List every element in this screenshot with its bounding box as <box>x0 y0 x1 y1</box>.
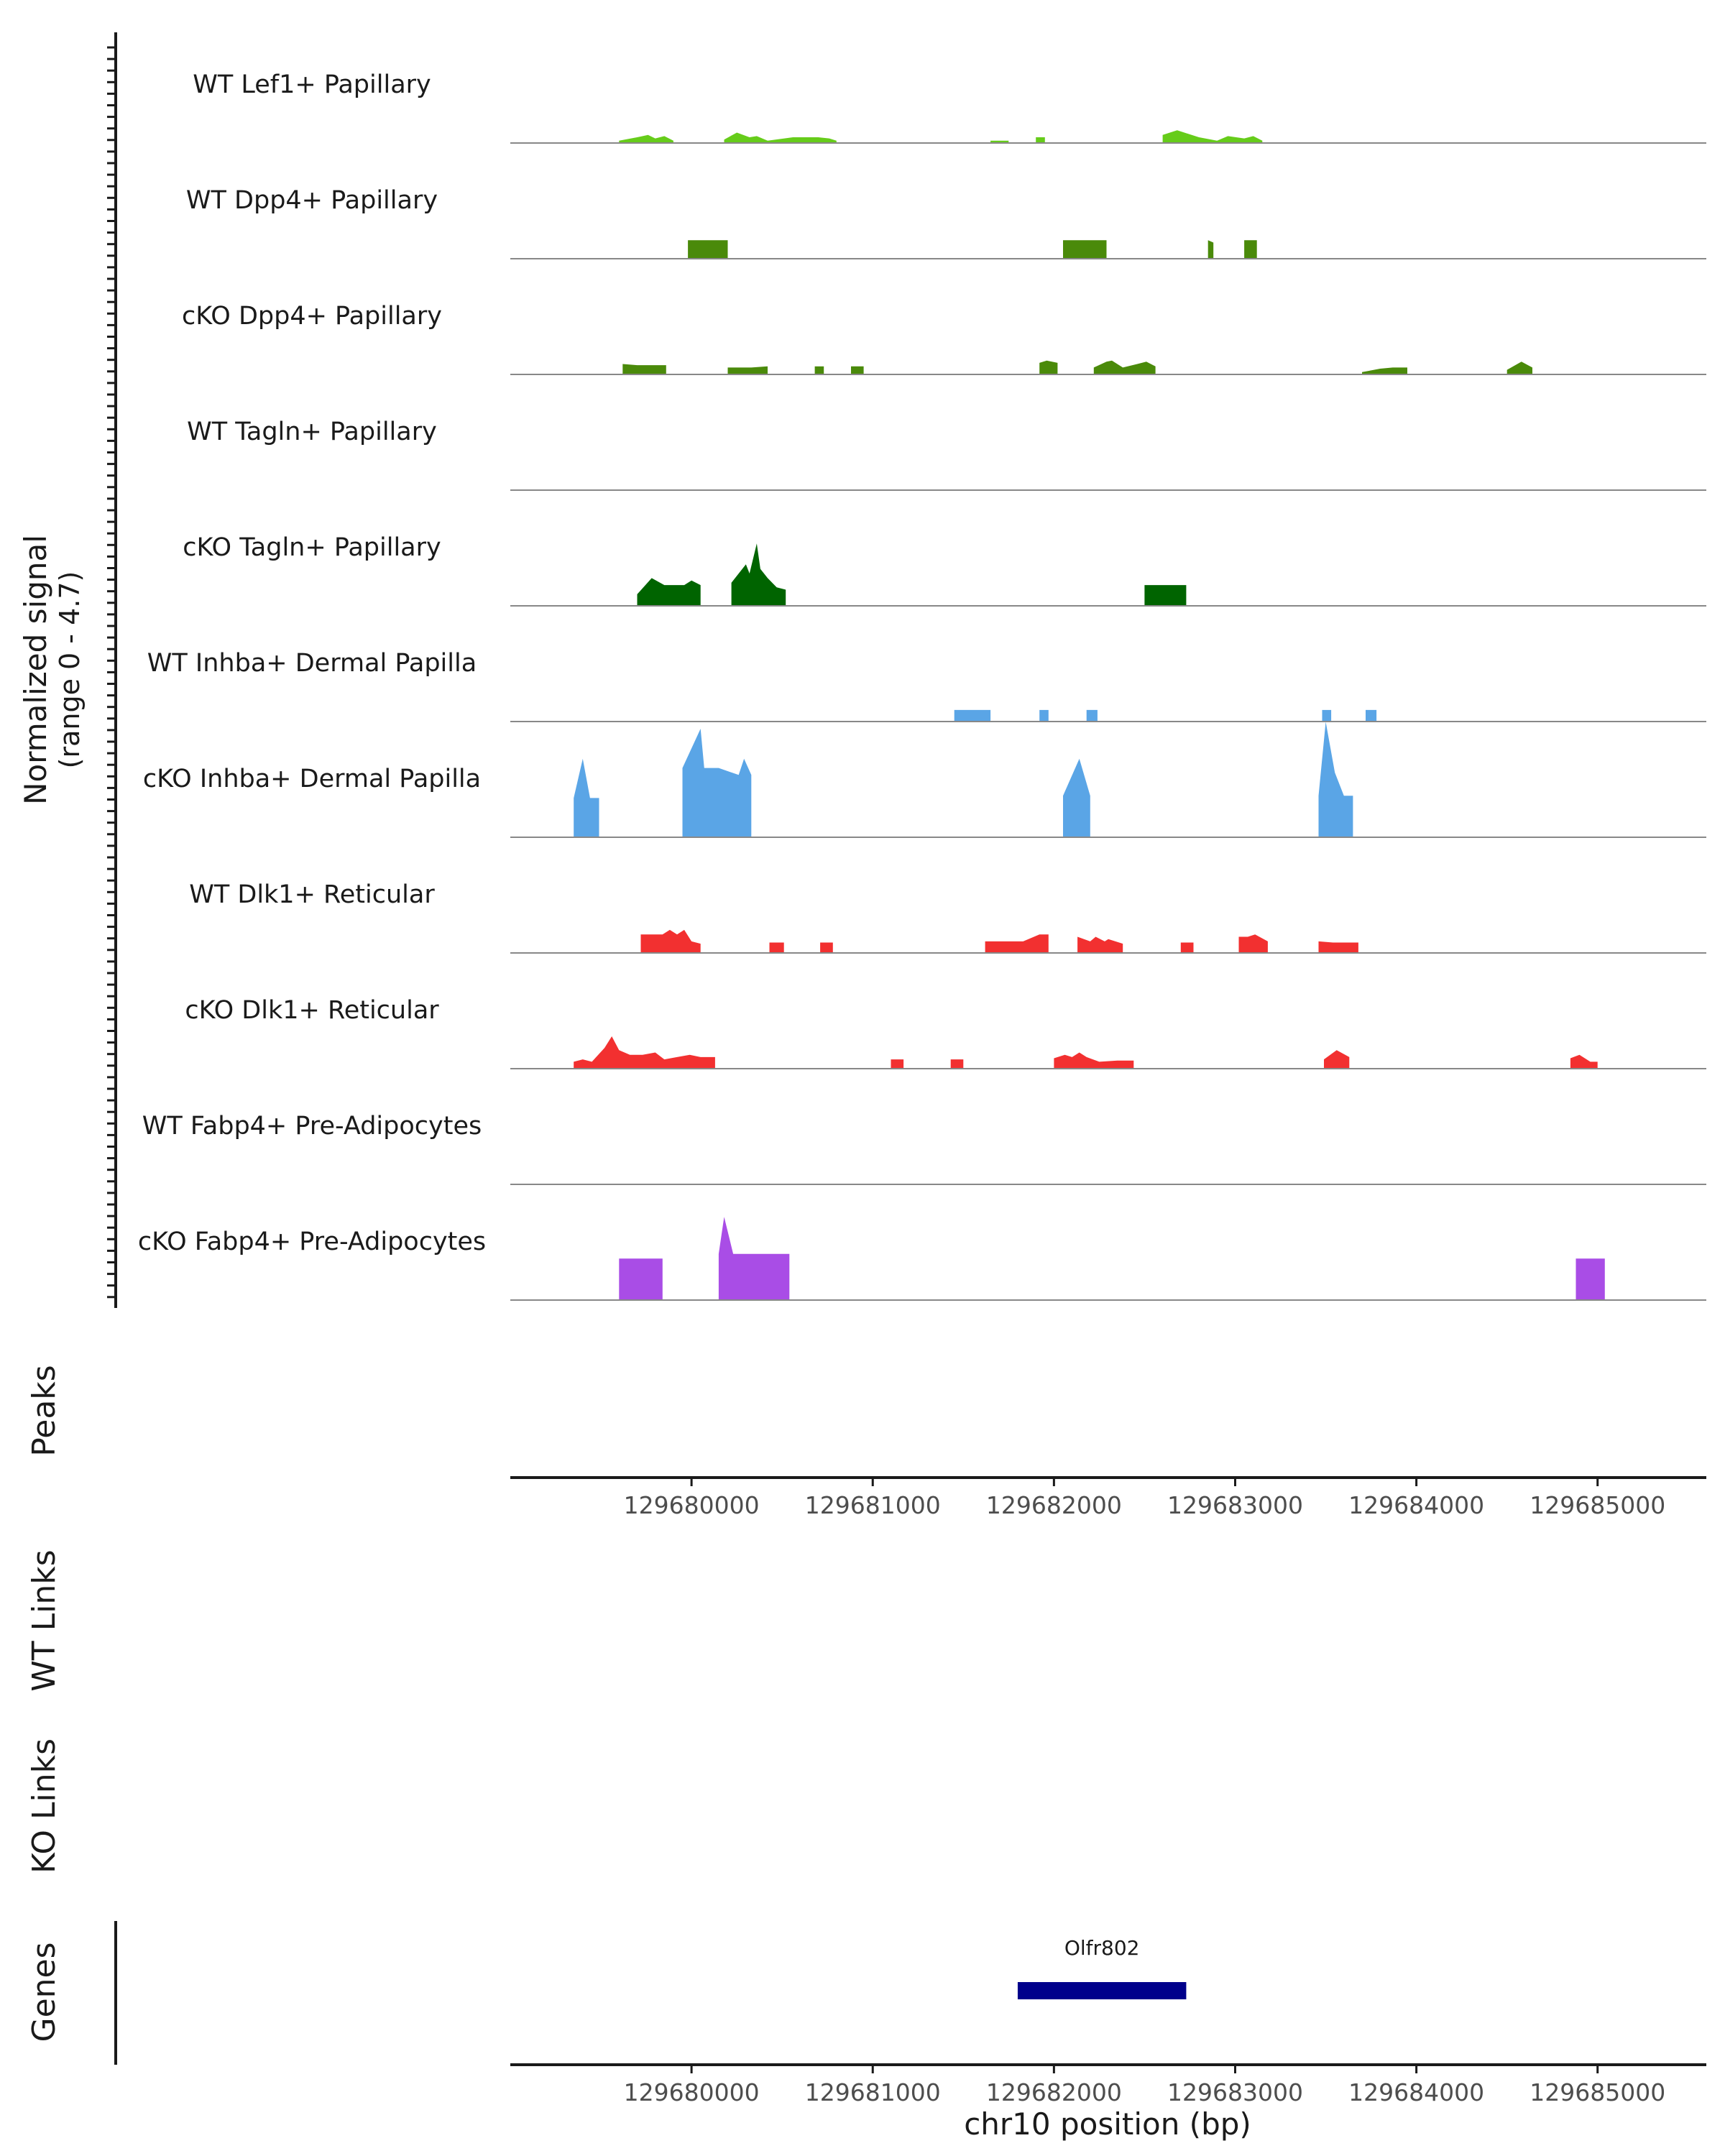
track: cKO Tagln+ Papillary <box>183 533 1706 607</box>
track-label: WT Fabp4+ Pre-Adipocytes <box>142 1112 482 1141</box>
peaks-x-ticks: 129680000 129681000 129682000 129683000 1296… <box>624 1478 1665 1519</box>
signal-peak <box>1576 1258 1605 1300</box>
signal-peak <box>688 240 728 259</box>
signal-peak <box>1324 1050 1350 1069</box>
track: cKO Inhba+ Dermal Papilla <box>143 722 1706 838</box>
y-axis-title-line2: (range 0 - 4.7) <box>54 571 86 769</box>
signal-peak <box>950 1059 964 1069</box>
track-label: WT Tagln+ Papillary <box>187 418 437 446</box>
signal-peak <box>682 729 752 837</box>
signal-peak <box>724 132 837 143</box>
x-tick-label: 129682000 <box>986 2078 1122 2106</box>
track-label: WT Inhba+ Dermal Papilla <box>147 649 477 678</box>
x-tick-label: 129681000 <box>805 2078 941 2106</box>
signal-peak <box>1063 240 1107 259</box>
signal-peak <box>820 942 833 953</box>
signal-peak <box>619 134 673 143</box>
x-tick-label: 129681000 <box>805 1491 941 1519</box>
x-tick-label: 129680000 <box>624 2078 760 2106</box>
genes-label: Genes <box>26 1942 63 2042</box>
signal-peak <box>718 1217 790 1300</box>
signal-peak <box>1144 585 1187 606</box>
signal-peak <box>574 758 599 837</box>
signal-peak <box>1077 936 1123 953</box>
track-label: WT Dlk1+ Reticular <box>189 880 435 909</box>
signal-peak <box>1362 367 1407 374</box>
track: WT Tagln+ Papillary <box>187 418 1706 491</box>
signal-peak <box>1366 709 1377 722</box>
track-label: cKO Dpp4+ Papillary <box>182 302 442 331</box>
x-tick-label: 129685000 <box>1530 2078 1665 2106</box>
x-tick-label: 129682000 <box>986 1491 1122 1519</box>
signal-peak <box>1570 1054 1598 1069</box>
signal-peak <box>1180 942 1194 953</box>
signal-peak <box>1039 709 1049 722</box>
signal-peak <box>640 929 701 953</box>
signal-peak <box>1162 130 1263 143</box>
signal-peak <box>1086 709 1098 722</box>
signal-peak <box>619 1258 663 1300</box>
signal-peak <box>1063 758 1090 837</box>
track-label: cKO Fabp4+ Pre-Adipocytes <box>138 1227 486 1256</box>
x-tick-label: 129683000 <box>1167 2078 1303 2106</box>
track: cKO Dpp4+ Papillary <box>182 302 1706 375</box>
peaks-label: Peaks <box>26 1365 63 1456</box>
track: WT Lef1+ Papillary <box>193 70 1706 144</box>
track: WT Dlk1+ Reticular <box>189 880 1706 954</box>
gene-body <box>1017 1982 1187 1999</box>
signal-peak <box>1318 941 1358 953</box>
ko-links-label: KO Links <box>26 1738 63 1874</box>
x-tick-label: 129684000 <box>1348 2078 1484 2106</box>
track: cKO Fabp4+ Pre-Adipocytes <box>138 1217 1706 1301</box>
track-label: cKO Inhba+ Dermal Papilla <box>143 765 481 793</box>
signal-peak <box>574 1036 715 1069</box>
gene-label: Olfr802 <box>1064 1936 1140 1960</box>
coverage-tracks: WT Lef1+ Papillary WT Dpp4+ Papillary cKO … <box>138 70 1706 1301</box>
track: cKO Dlk1+ Reticular <box>185 996 1706 1069</box>
signal-peak <box>1054 1052 1134 1069</box>
signal-peak <box>1322 709 1332 722</box>
x-tick-label: 129684000 <box>1348 1491 1484 1519</box>
signal-peak <box>1244 240 1257 259</box>
signal-peak <box>727 366 768 374</box>
track: WT Fabp4+ Pre-Adipocytes <box>142 1112 1706 1185</box>
signal-peak <box>891 1059 904 1069</box>
x-axis-title: chr10 position (bp) <box>964 2106 1251 2142</box>
signal-peak <box>985 934 1049 953</box>
genes-x-ticks: 129680000 129681000 129682000 129683000 1296… <box>624 2065 1665 2106</box>
signal-peak <box>1506 361 1532 374</box>
track: WT Inhba+ Dermal Papilla <box>147 649 1706 722</box>
signal-peak <box>637 578 701 606</box>
signal-peak <box>622 364 666 374</box>
signal-peak <box>954 709 991 722</box>
gene-annotations: Olfr802 <box>1017 1936 1187 1999</box>
track: WT Dpp4+ Papillary <box>186 186 1706 259</box>
signal-peak <box>1318 722 1353 837</box>
signal-peak <box>814 366 824 374</box>
signal-peak <box>1238 934 1268 953</box>
x-tick-label: 129683000 <box>1167 1491 1303 1519</box>
x-tick-label: 129685000 <box>1530 1491 1665 1519</box>
signal-peak <box>769 942 784 953</box>
signal-peak <box>1208 240 1214 259</box>
signal-peak <box>1039 360 1058 374</box>
track-label: cKO Tagln+ Papillary <box>183 533 441 562</box>
signal-peak <box>1093 360 1156 374</box>
coverage-y-ticks <box>107 46 116 1299</box>
signal-peak <box>851 366 864 374</box>
x-tick-label: 129680000 <box>624 1491 760 1519</box>
track-label: WT Lef1+ Papillary <box>193 70 431 99</box>
y-axis-title-line1: Normalized signal <box>18 535 53 805</box>
signal-peak <box>1036 137 1045 143</box>
wt-links-label: WT Links <box>26 1549 63 1691</box>
track-label: WT Dpp4+ Papillary <box>186 186 438 215</box>
signal-peak <box>731 543 786 606</box>
track-label: cKO Dlk1+ Reticular <box>185 996 439 1025</box>
